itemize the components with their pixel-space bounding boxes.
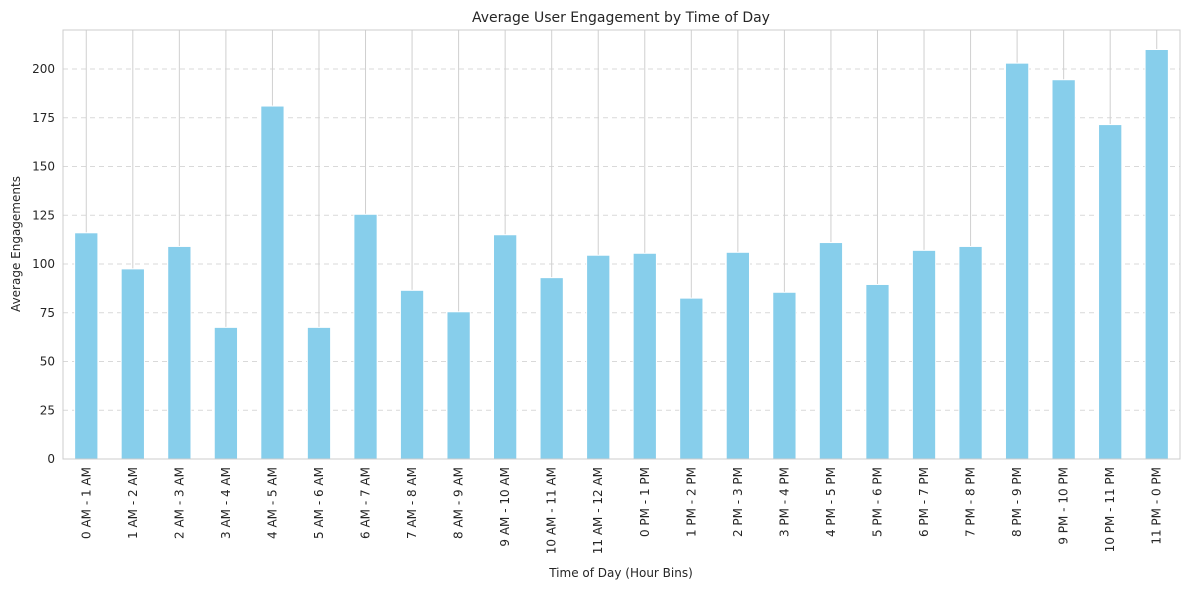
bar xyxy=(1051,79,1076,460)
x-tick-label: 3 PM - 4 PM xyxy=(777,467,791,537)
x-tick-label: 2 PM - 3 PM xyxy=(731,467,745,537)
y-tick-label: 100 xyxy=(32,257,55,271)
bar xyxy=(120,268,145,460)
bar xyxy=(399,289,425,460)
bar xyxy=(213,326,239,460)
y-tick-label: 25 xyxy=(40,403,55,417)
x-tick-label: 7 PM - 8 PM xyxy=(964,467,978,537)
y-tick-label: 175 xyxy=(32,111,55,125)
y-axis-ticks: 0 25 50 75 100 125 150 175 200 xyxy=(32,62,55,466)
x-tick-label: 3 AM - 4 AM xyxy=(219,467,233,539)
bar xyxy=(725,251,750,460)
x-tick-label: 8 PM - 9 PM xyxy=(1010,467,1024,537)
x-tick-label: 2 AM - 3 AM xyxy=(172,467,186,539)
x-tick-label: 10 AM - 11 AM xyxy=(545,467,559,554)
bar xyxy=(446,311,471,460)
bar xyxy=(493,234,518,460)
bar xyxy=(586,254,611,460)
bar xyxy=(772,291,797,460)
bar xyxy=(865,283,890,460)
bar xyxy=(306,326,332,460)
x-axis-ticks: 0 AM - 1 AM 1 AM - 2 AM 2 AM - 3 AM 3 AM - … xyxy=(79,467,1163,554)
bar xyxy=(353,213,378,460)
x-tick-label: 8 AM - 9 AM xyxy=(452,467,466,539)
bar xyxy=(679,297,704,460)
chart-title: Average User Engagement by Time of Day xyxy=(472,10,770,26)
bar xyxy=(167,245,192,460)
x-tick-label: 5 AM - 6 AM xyxy=(312,467,326,539)
bar xyxy=(958,245,983,460)
bar xyxy=(1004,62,1030,460)
x-tick-label: 1 AM - 2 AM xyxy=(126,467,140,539)
y-tick-label: 150 xyxy=(32,160,55,174)
bar xyxy=(1098,124,1123,460)
x-tick-label: 0 PM - 1 PM xyxy=(638,467,652,537)
bar xyxy=(260,105,285,460)
y-tick-label: 200 xyxy=(32,62,55,76)
y-axis-label: Average Engagements xyxy=(9,176,23,312)
y-tick-label: 125 xyxy=(32,208,55,222)
bar xyxy=(632,252,657,460)
x-tick-label: 4 PM - 5 PM xyxy=(824,467,838,537)
x-tick-label: 9 PM - 10 PM xyxy=(1057,467,1071,545)
y-tick-label: 0 xyxy=(47,452,55,466)
x-tick-label: 7 AM - 8 AM xyxy=(405,467,419,539)
x-tick-label: 10 PM - 11 PM xyxy=(1103,467,1117,552)
x-tick-label: 9 AM - 10 AM xyxy=(498,467,512,547)
bar xyxy=(818,242,844,460)
bar xyxy=(539,277,564,460)
x-tick-label: 1 PM - 2 PM xyxy=(684,467,698,537)
y-tick-label: 75 xyxy=(40,306,55,320)
x-tick-label: 11 PM - 0 PM xyxy=(1150,467,1164,545)
bar xyxy=(911,249,937,460)
x-tick-label: 6 PM - 7 PM xyxy=(917,467,931,537)
x-tick-label: 0 AM - 1 AM xyxy=(79,467,93,539)
y-tick-label: 50 xyxy=(40,355,55,369)
bar xyxy=(1144,49,1169,460)
x-tick-label: 6 AM - 7 AM xyxy=(359,467,373,539)
x-tick-label: 11 AM - 12 AM xyxy=(591,467,605,554)
x-axis-label: Time of Day (Hour Bins) xyxy=(548,566,693,580)
x-tick-label: 4 AM - 5 AM xyxy=(265,467,279,539)
plot-frame xyxy=(62,29,1181,460)
bar xyxy=(74,232,99,460)
x-tick-label: 5 PM - 6 PM xyxy=(870,467,884,537)
bars xyxy=(74,49,1169,460)
